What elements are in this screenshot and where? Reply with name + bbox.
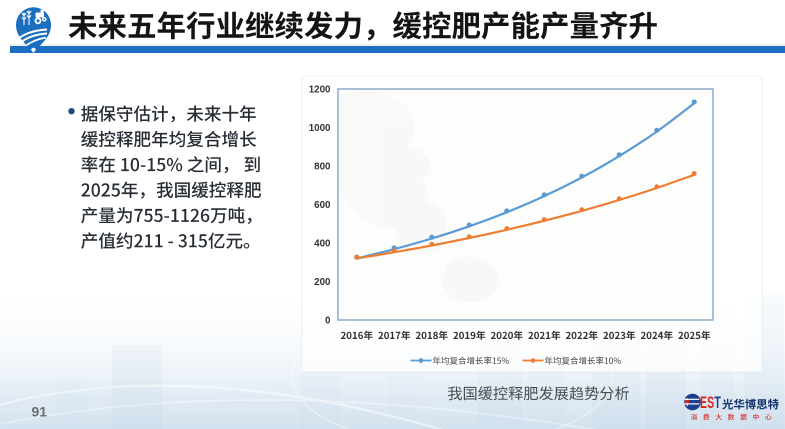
- svg-text:T: T: [714, 393, 721, 412]
- svg-text:1000: 1000: [309, 123, 331, 134]
- svg-text:0: 0: [325, 316, 331, 327]
- svg-text:91: 91: [32, 404, 48, 420]
- svg-text:400: 400: [314, 239, 331, 250]
- svg-text:E: E: [700, 393, 707, 412]
- svg-text:800: 800: [314, 162, 331, 173]
- svg-text:600: 600: [314, 200, 331, 211]
- svg-text:1200: 1200: [309, 85, 331, 96]
- svg-text:S: S: [707, 393, 714, 412]
- svg-text:200: 200: [314, 277, 331, 288]
